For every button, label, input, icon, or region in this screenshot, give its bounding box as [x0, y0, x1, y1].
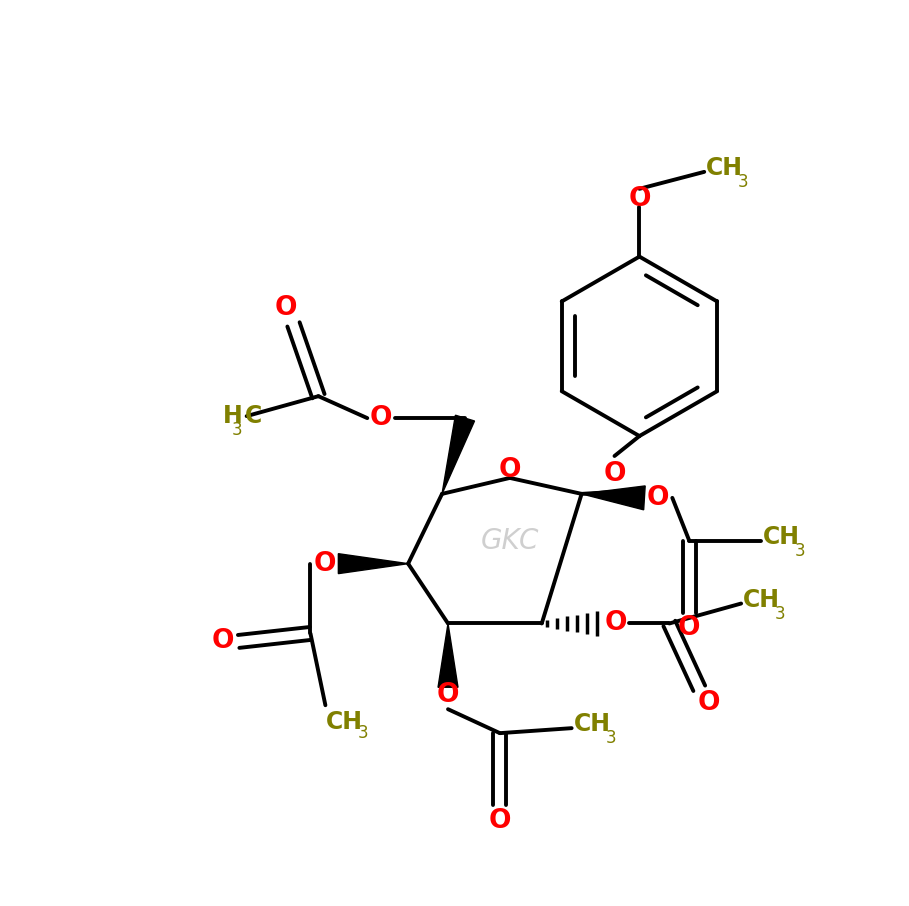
- Text: O: O: [436, 682, 459, 708]
- Polygon shape: [442, 415, 474, 494]
- Text: CH: CH: [744, 588, 780, 612]
- Text: C: C: [245, 404, 262, 429]
- Text: 3: 3: [357, 724, 368, 742]
- Text: CH: CH: [574, 712, 611, 737]
- Text: CH: CH: [325, 710, 363, 734]
- Text: 3: 3: [738, 173, 749, 191]
- Text: O: O: [604, 461, 625, 487]
- Text: 3: 3: [605, 729, 616, 747]
- Text: O: O: [313, 551, 335, 576]
- Text: 3: 3: [795, 542, 805, 560]
- Text: GKC: GKC: [481, 526, 539, 554]
- Text: 3: 3: [775, 604, 785, 622]
- Text: CH: CH: [763, 525, 800, 549]
- Polygon shape: [582, 486, 645, 510]
- Text: O: O: [212, 629, 234, 654]
- Text: O: O: [678, 615, 701, 641]
- Text: O: O: [275, 295, 296, 322]
- Text: O: O: [370, 405, 393, 431]
- Text: CH: CH: [706, 156, 744, 180]
- Text: O: O: [647, 485, 670, 511]
- Polygon shape: [438, 623, 458, 688]
- Text: O: O: [628, 186, 651, 212]
- Text: H: H: [223, 404, 243, 429]
- Text: O: O: [698, 690, 721, 717]
- Polygon shape: [338, 554, 408, 573]
- Text: O: O: [604, 611, 626, 637]
- Text: O: O: [489, 808, 511, 834]
- Text: 3: 3: [232, 421, 243, 439]
- Text: O: O: [498, 457, 521, 483]
